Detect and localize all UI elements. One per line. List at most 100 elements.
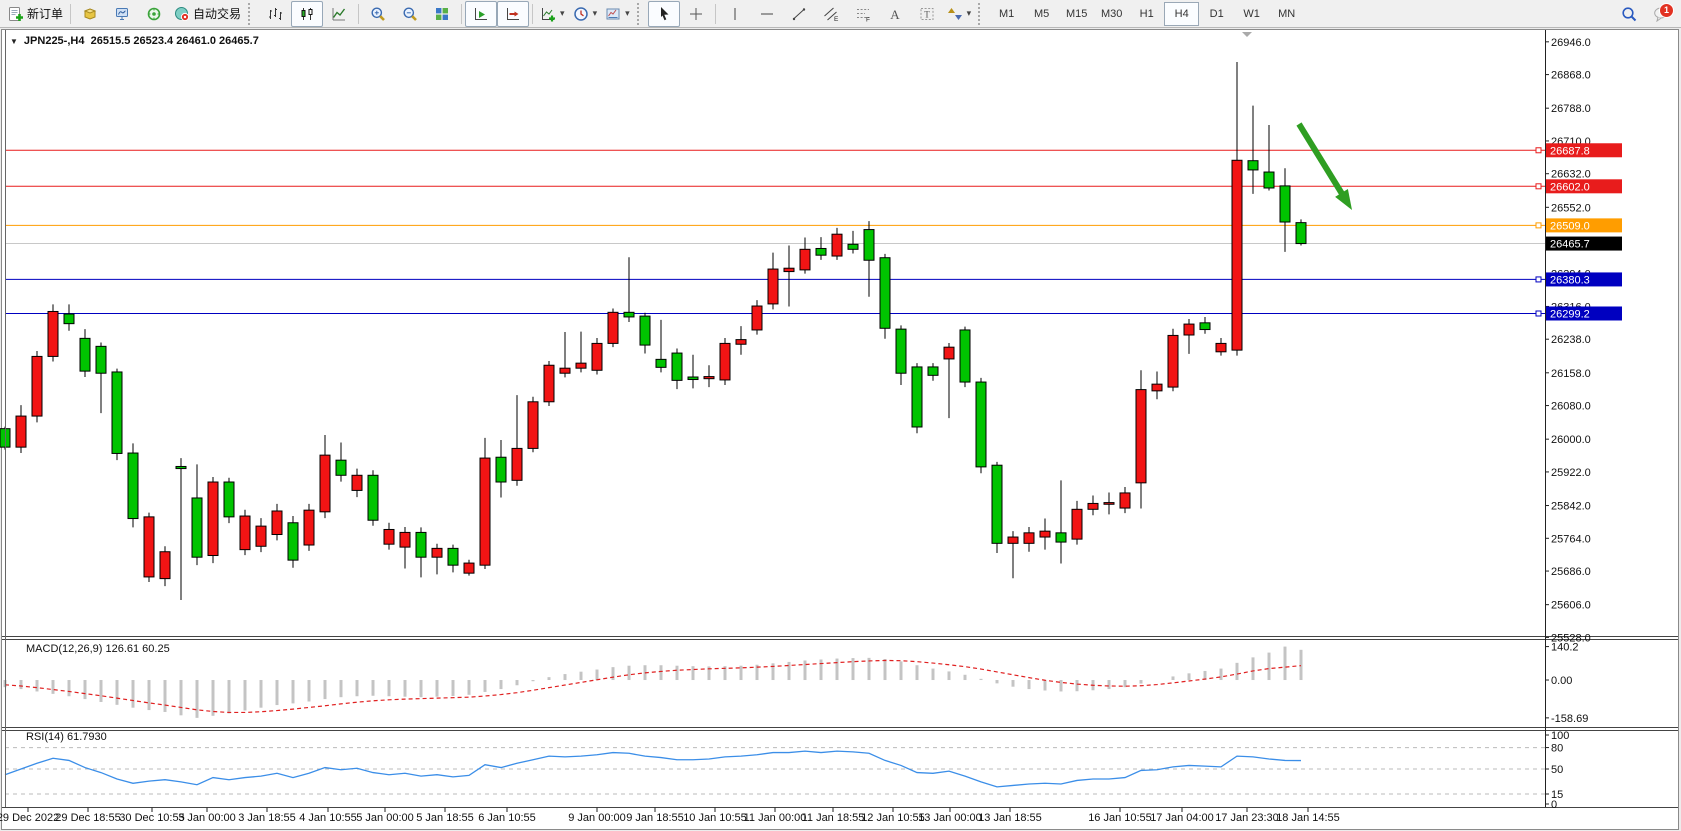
toolbar-button-chart-line[interactable] bbox=[323, 1, 355, 27]
text-label-icon: T bbox=[919, 6, 935, 22]
price-line-labels: 26687.8 26602.0 26509.0 26380.3 26299.2 26465… bbox=[1546, 143, 1622, 321]
toolbar-button-fibonacci[interactable]: F bbox=[847, 1, 879, 27]
toolbar-button-crosshair[interactable] bbox=[680, 1, 712, 27]
toolbar-button-auto-trading[interactable]: 自动交易 bbox=[170, 1, 245, 27]
line-handle[interactable] bbox=[1535, 147, 1542, 154]
toolbar-button-search[interactable] bbox=[1613, 1, 1645, 27]
svg-text:11 Jan 18:55: 11 Jan 18:55 bbox=[802, 812, 865, 824]
toolbar-button-chart-shift[interactable] bbox=[497, 0, 530, 27]
svg-text:25764.0: 25764.0 bbox=[1551, 533, 1591, 545]
svg-text:25606.0: 25606.0 bbox=[1551, 600, 1591, 612]
toolbar-grip bbox=[636, 2, 643, 25]
svg-text:0: 0 bbox=[1551, 799, 1557, 811]
equidistant-channel-icon: E bbox=[823, 6, 839, 22]
horizontal-line-icon bbox=[759, 6, 775, 22]
toolbar-separator bbox=[461, 3, 463, 24]
svg-text:0.00: 0.00 bbox=[1551, 675, 1572, 687]
svg-text:26000.0: 26000.0 bbox=[1551, 434, 1591, 446]
svg-text:5 Jan 00:00: 5 Jan 00:00 bbox=[356, 812, 414, 824]
chart-title: ▼ JPN225-,H4 26515.5 26523.4 26461.0 2646… bbox=[10, 35, 259, 47]
candles-layer bbox=[0, 61, 1307, 601]
timeframe-button-m5[interactable]: M5 bbox=[1034, 7, 1050, 20]
pane-borders[interactable] bbox=[2, 30, 1678, 808]
arrows-icon bbox=[947, 6, 963, 22]
toolbar-button-market-watch[interactable] bbox=[106, 1, 138, 27]
svg-text:-158.69: -158.69 bbox=[1551, 713, 1588, 725]
chart-candles-icon bbox=[299, 6, 315, 22]
toolbar-button-indicators[interactable]: ▾ bbox=[536, 1, 569, 27]
toolbar-button-signals[interactable] bbox=[138, 1, 170, 27]
svg-text:26946.0: 26946.0 bbox=[1551, 37, 1591, 49]
svg-text:25842.0: 25842.0 bbox=[1551, 501, 1591, 513]
svg-text:10 Jan 10:55: 10 Jan 10:55 bbox=[683, 812, 747, 824]
rsi-label: RSI(14) 61.7930 bbox=[26, 731, 107, 743]
svg-text:100: 100 bbox=[1551, 730, 1569, 742]
timeframe-button-mn[interactable]: MN bbox=[1278, 7, 1296, 20]
toolbar-button-arrows[interactable]: ▾ bbox=[943, 1, 976, 27]
timeframe-button-h1[interactable]: H1 bbox=[1139, 7, 1154, 20]
timeframe-button-m15[interactable]: M15 bbox=[1065, 7, 1088, 20]
toolbar-button-cursor[interactable] bbox=[647, 0, 680, 27]
toolbar-button-horizontal-line[interactable] bbox=[751, 1, 783, 27]
auto-trading-label: 自动交易 bbox=[193, 7, 242, 21]
toolbar-button-zoom-in[interactable] bbox=[362, 1, 394, 27]
price-axis: 26946.026868.026788.026710.026632.026552… bbox=[1545, 37, 1591, 811]
notifications-icon: 1 bbox=[1653, 2, 1674, 22]
price-lines-layer[interactable] bbox=[5, 147, 1545, 317]
toolbar-button-periods[interactable]: ▾ bbox=[569, 1, 602, 27]
history-center-icon bbox=[82, 6, 98, 22]
timeframe-button-d1[interactable]: D1 bbox=[1209, 7, 1224, 20]
svg-text:17 Jan 23:30: 17 Jan 23:30 bbox=[1215, 812, 1279, 824]
timeframe-button-m30[interactable]: M30 bbox=[1100, 7, 1123, 20]
macd-signal-line bbox=[4, 659, 1302, 714]
line-handle[interactable] bbox=[1535, 222, 1542, 229]
toolbar-button-new-order[interactable]: 新订单 bbox=[4, 1, 67, 27]
toolbar-button-text[interactable]: A bbox=[879, 1, 911, 27]
toolbar-grip bbox=[978, 2, 984, 25]
text-icon: A bbox=[887, 6, 903, 22]
svg-text:26788.0: 26788.0 bbox=[1551, 103, 1591, 115]
toolbar-button-trendline[interactable] bbox=[783, 1, 815, 27]
toolbar-button-tile-windows[interactable] bbox=[426, 1, 458, 27]
tile-windows-icon bbox=[434, 6, 450, 22]
toolbar-button-equidistant-channel[interactable]: E bbox=[815, 1, 847, 27]
toolbar-button-vertical-line[interactable] bbox=[719, 1, 751, 27]
svg-text:13 Jan 18:55: 13 Jan 18:55 bbox=[978, 812, 1042, 824]
svg-text:9 Jan 18:55: 9 Jan 18:55 bbox=[626, 812, 684, 824]
toolbar-button-text-label[interactable]: T bbox=[911, 1, 943, 27]
svg-text:26687.8: 26687.8 bbox=[1550, 145, 1590, 157]
chevron-down-icon: ▾ bbox=[560, 8, 565, 18]
toolbar-button-zoom-out[interactable] bbox=[394, 1, 426, 27]
rsi-line bbox=[4, 750, 1302, 788]
chart-canvas: 26946.026868.026788.026710.026632.026552… bbox=[0, 29, 1679, 830]
line-handle[interactable] bbox=[1535, 183, 1542, 190]
search-icon bbox=[1621, 6, 1637, 22]
svg-text:26868.0: 26868.0 bbox=[1551, 70, 1591, 82]
svg-text:5 Jan 18:55: 5 Jan 18:55 bbox=[416, 812, 474, 824]
timeframe-button-m1[interactable]: M1 bbox=[999, 7, 1015, 20]
toolbar-button-templates[interactable]: ▾ bbox=[601, 1, 634, 27]
macd-values: 126.61 60.25 bbox=[105, 643, 170, 655]
chart-shift-marker[interactable] bbox=[1242, 32, 1252, 37]
chevron-down-icon: ▾ bbox=[625, 8, 630, 18]
toolbar-button-notifications[interactable]: 1 bbox=[1645, 1, 1677, 27]
toolbar-button-chart-bars[interactable] bbox=[259, 1, 291, 27]
toolbar-button-history-center[interactable] bbox=[74, 1, 106, 27]
timeframe-button-w1[interactable]: W1 bbox=[1243, 7, 1260, 20]
annotation-arrow[interactable] bbox=[1296, 122, 1352, 210]
svg-text:25686.0: 25686.0 bbox=[1551, 566, 1591, 578]
auto-trading-icon bbox=[174, 6, 190, 22]
line-handle[interactable] bbox=[1535, 276, 1542, 283]
toolbar-button-auto-scroll[interactable] bbox=[465, 0, 498, 27]
signals-icon bbox=[146, 6, 162, 22]
svg-text:17 Jan 04:00: 17 Jan 04:00 bbox=[1150, 812, 1214, 824]
toolbar-button-chart-candles[interactable] bbox=[291, 0, 324, 27]
svg-text:26552.0: 26552.0 bbox=[1551, 202, 1591, 214]
line-handle[interactable] bbox=[1535, 310, 1542, 317]
chart-bars-icon bbox=[267, 6, 283, 22]
collapse-icon[interactable]: ▼ bbox=[10, 37, 18, 46]
timeframe-button-h4[interactable]: H4 bbox=[1164, 1, 1200, 26]
svg-text:15: 15 bbox=[1551, 789, 1563, 801]
cursor-icon bbox=[656, 6, 672, 22]
